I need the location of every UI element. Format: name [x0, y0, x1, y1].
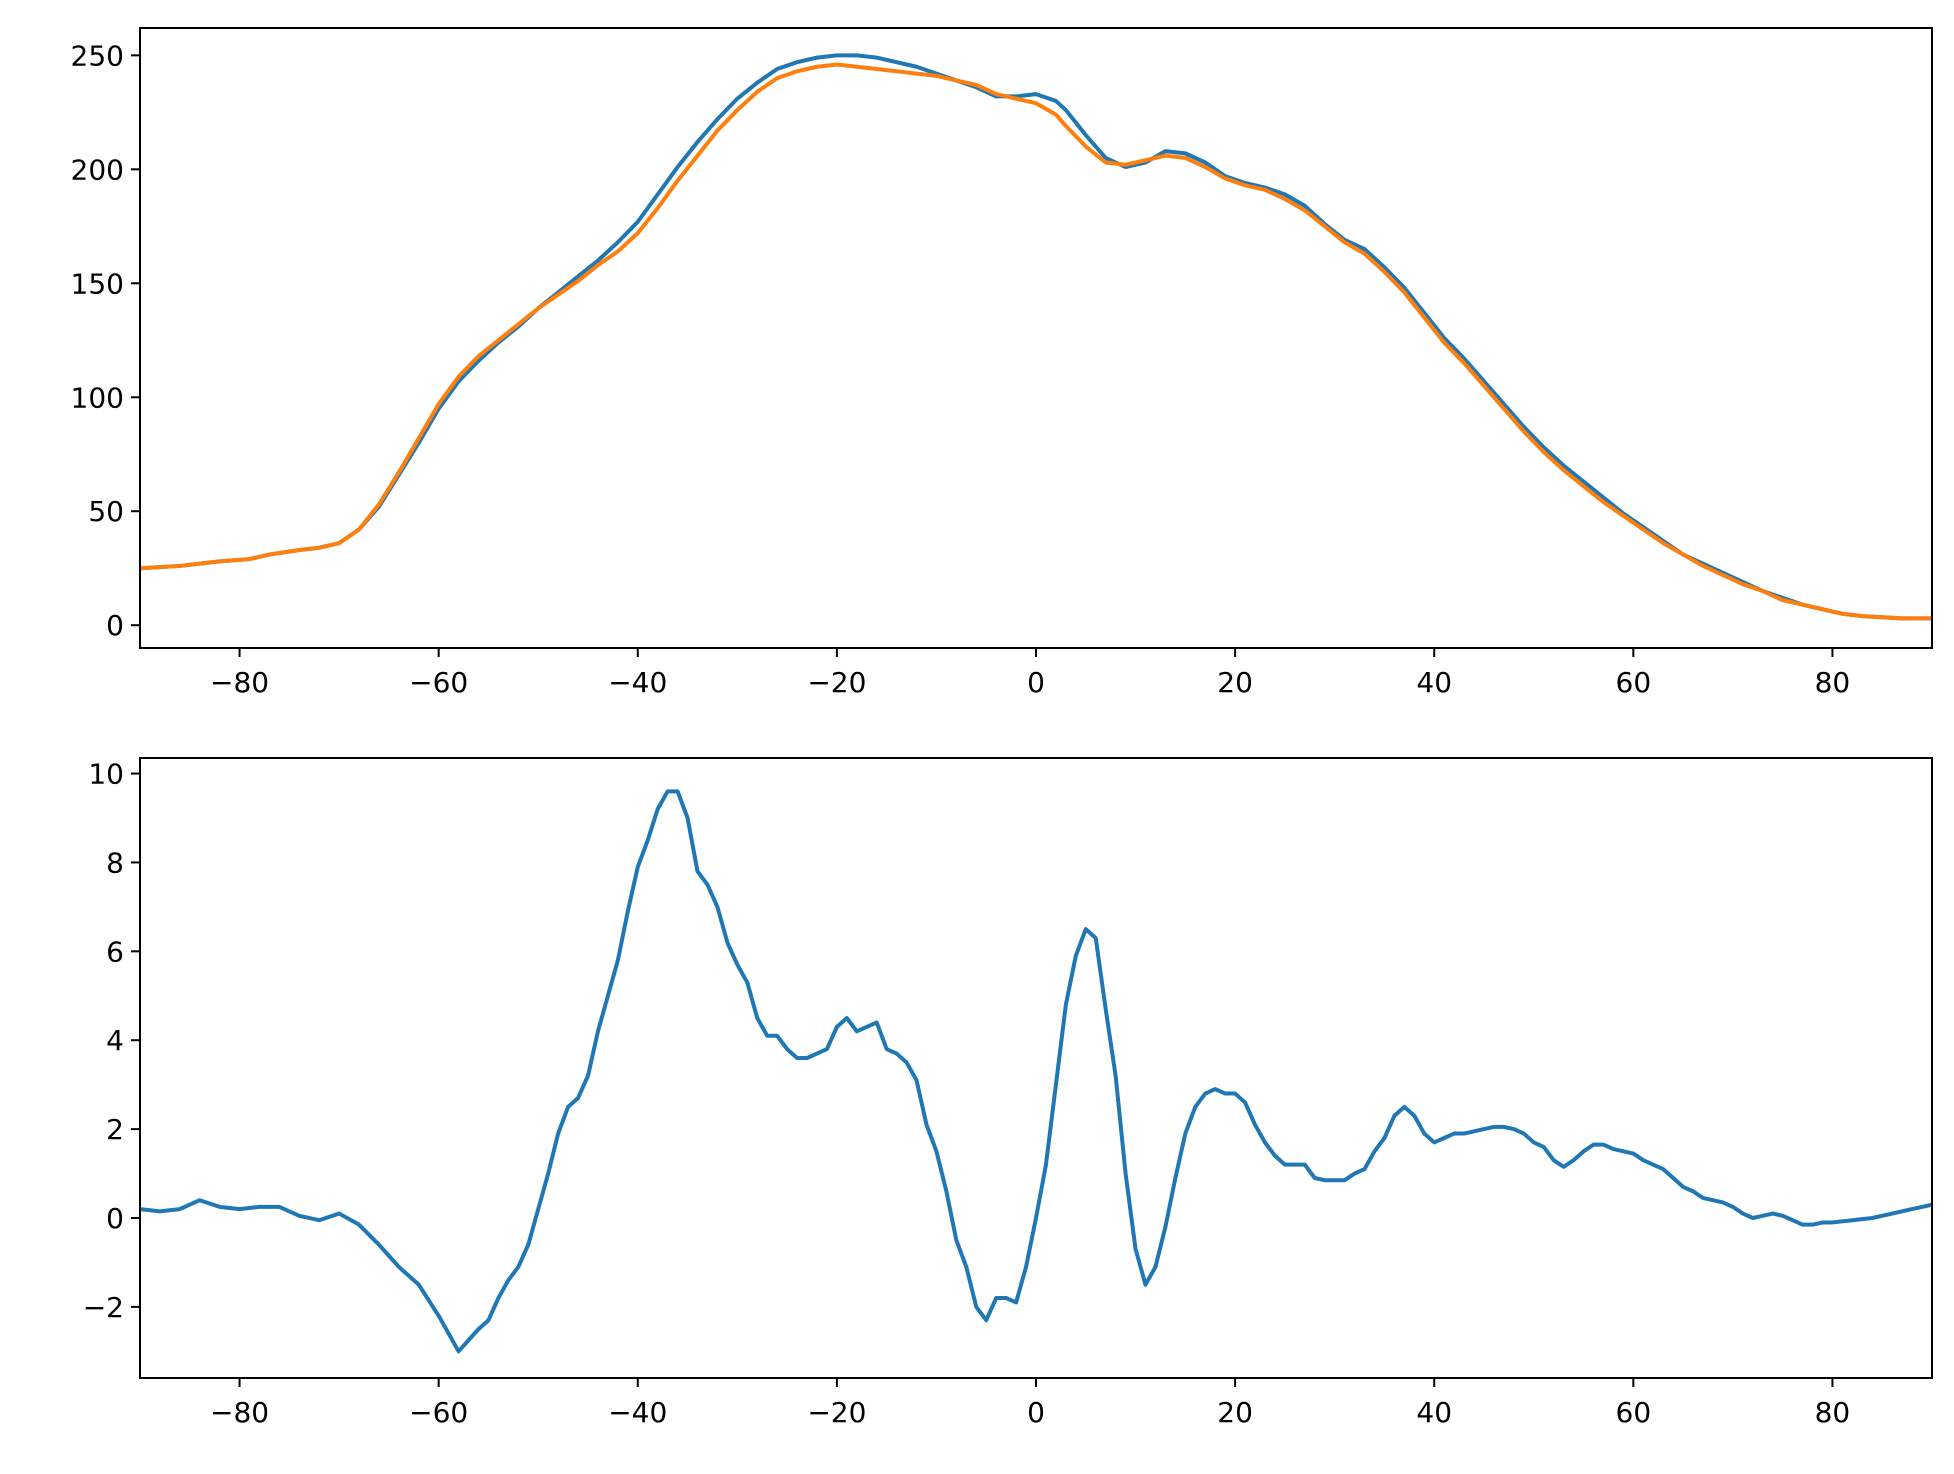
panel-1-y-tick-label: 150 [71, 267, 124, 300]
panel-2-x-tick-label: 20 [1217, 1396, 1253, 1429]
panel-2-y-tick-label: 2 [106, 1113, 124, 1146]
panel-1-x-tick-label: 40 [1416, 666, 1452, 699]
panel-2-x-tick-label: 40 [1416, 1396, 1452, 1429]
panel-2-x-tick-label: −20 [807, 1396, 866, 1429]
panel-2-x-tick-label: 60 [1616, 1396, 1652, 1429]
panel-1-y-tick-label: 50 [88, 495, 124, 528]
panel-1-y-tick-label: 250 [71, 39, 124, 72]
panel-2-y-tick-label: 8 [106, 846, 124, 879]
panel-1-y-tick-label: 100 [71, 381, 124, 414]
panel-2-y-tick-label: −2 [83, 1291, 124, 1324]
panel-1-x-tick-label: 0 [1027, 666, 1045, 699]
panel-1-x-tick-label: 20 [1217, 666, 1253, 699]
panel-1-series-line-2 [140, 62, 1932, 621]
panel-1-y-tick-label: 200 [71, 153, 124, 186]
panel-2-x-tick-label: −60 [409, 1396, 468, 1429]
panel-2-x-tick-label: 0 [1027, 1396, 1045, 1429]
panel-1-x-tick-label: −60 [409, 666, 468, 699]
panel-2-x-tick-label: −80 [210, 1396, 269, 1429]
panel-2-y-tick-label: 4 [106, 1024, 124, 1057]
panel-1-x-tick-label: −20 [807, 666, 866, 699]
panel-1-x-tick-label: −40 [608, 666, 667, 699]
panel-2-series-line-1 [140, 789, 1932, 1354]
panel-2-y-tick-label: 0 [106, 1202, 124, 1235]
panel-1-x-tick-label: 80 [1815, 666, 1851, 699]
panels: −80 −60 −40 −20 0 20 40 60 80050100150200250−80−… [71, 27, 1933, 1429]
panel-1-x-tick-label: 60 [1616, 666, 1652, 699]
panel-2-x-tick-label: 80 [1815, 1396, 1851, 1429]
panel-2-x-tick-label: −40 [608, 1396, 667, 1429]
chart-panel-1: −80 −60 −40 −20 0 20 40 60 80 0 50 100 150 200 250 [71, 27, 1933, 699]
panel-1-y-tick-label: 0 [106, 609, 124, 642]
panel-2-y-tick-label: 6 [106, 935, 124, 968]
panel-1-x-tick-label: −80 [210, 666, 269, 699]
panel-2-y-tick-label: 10 [88, 758, 124, 791]
